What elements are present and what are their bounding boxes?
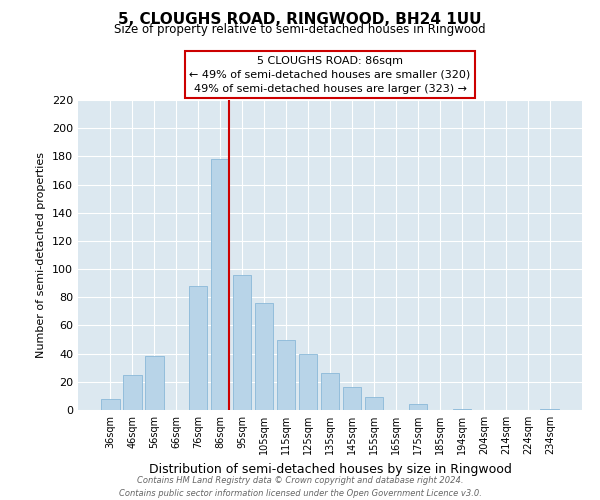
X-axis label: Distribution of semi-detached houses by size in Ringwood: Distribution of semi-detached houses by … [149,462,511,475]
Text: Contains HM Land Registry data © Crown copyright and database right 2024.
Contai: Contains HM Land Registry data © Crown c… [119,476,481,498]
Bar [277,340,295,410]
Text: 5, CLOUGHS ROAD, RINGWOOD, BH24 1UU: 5, CLOUGHS ROAD, RINGWOOD, BH24 1UU [118,12,482,28]
Bar [233,274,251,410]
Bar [320,374,340,410]
Y-axis label: Number of semi-detached properties: Number of semi-detached properties [37,152,46,358]
Text: Size of property relative to semi-detached houses in Ringwood: Size of property relative to semi-detach… [114,22,486,36]
Bar [211,159,229,410]
Bar [541,408,559,410]
Bar [365,398,383,410]
Bar [343,388,361,410]
Bar [123,375,142,410]
Bar [452,408,471,410]
Text: 5 CLOUGHS ROAD: 86sqm
← 49% of semi-detached houses are smaller (320)
49% of sem: 5 CLOUGHS ROAD: 86sqm ← 49% of semi-deta… [190,56,470,94]
Bar [189,286,208,410]
Bar [255,303,274,410]
Bar [409,404,427,410]
Bar [101,398,119,410]
Bar [145,356,164,410]
Bar [299,354,317,410]
